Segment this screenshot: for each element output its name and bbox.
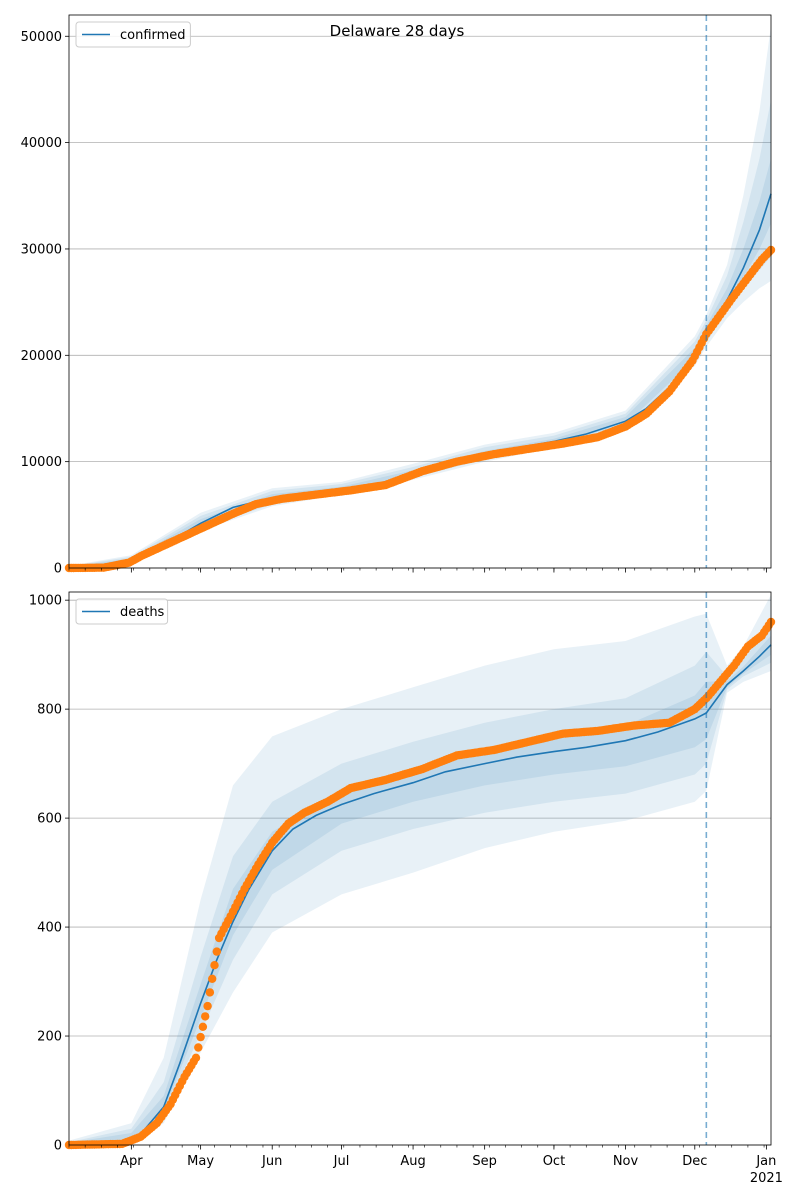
legend-label: confirmed bbox=[120, 28, 186, 43]
x-tick-label: Jun bbox=[261, 1154, 282, 1169]
y-tick-label: 10000 bbox=[21, 455, 62, 470]
legend-box bbox=[75, 21, 191, 48]
x-axis: Apr May Jun Jul Aug Sep Oct Nov Dec Jan 2021 bbox=[120, 1154, 783, 1186]
observed-point bbox=[201, 1012, 210, 1021]
y-tick-label: 800 bbox=[37, 703, 62, 718]
x-tick-label: Apr bbox=[120, 1154, 143, 1169]
model-line bbox=[68, 644, 772, 1146]
observed-point bbox=[210, 961, 219, 970]
confirmed-panel: 0 10000 20000 30000 40000 50000 confirmed bbox=[21, 14, 776, 577]
y-tick-label: 40000 bbox=[21, 136, 62, 151]
y-tick-label: 400 bbox=[37, 921, 62, 936]
x-tick-label: Dec bbox=[682, 1154, 707, 1169]
observed-point bbox=[208, 974, 217, 983]
y-tick-label: 20000 bbox=[21, 349, 62, 364]
x-tick-label: Aug bbox=[400, 1154, 425, 1169]
observed-point bbox=[212, 947, 221, 956]
x-tick-label: May bbox=[187, 1154, 214, 1169]
plot-frame bbox=[68, 14, 772, 569]
uncertainty-band bbox=[69, 622, 771, 1145]
y-tick-label: 600 bbox=[37, 812, 62, 827]
observed-point bbox=[203, 1001, 212, 1011]
x-tick-label: Nov bbox=[613, 1154, 639, 1169]
y-tick-label: 200 bbox=[37, 1030, 62, 1045]
y-tick-label: 0 bbox=[54, 1139, 62, 1154]
y-tick-label: 30000 bbox=[21, 242, 62, 257]
x-tick-label: Jan bbox=[755, 1154, 776, 1169]
figure-title: Delaware 28 days bbox=[330, 22, 465, 40]
uncertainty-band bbox=[69, 635, 771, 1145]
y-tick-label: 50000 bbox=[21, 30, 62, 45]
x-year-label: 2021 bbox=[750, 1171, 783, 1186]
deaths-panel: 0 200 400 600 800 1000 deaths bbox=[29, 591, 776, 1154]
legend: confirmed bbox=[75, 21, 191, 48]
observed-point bbox=[198, 1022, 208, 1031]
uncertainty-band bbox=[69, 25, 771, 569]
x-tick-label: Jul bbox=[333, 1154, 350, 1169]
legend-label: deaths bbox=[120, 605, 165, 620]
x-tick-label: Oct bbox=[543, 1154, 565, 1169]
x-tick-label: Sep bbox=[472, 1154, 497, 1169]
y-tick-label: 1000 bbox=[29, 594, 62, 609]
y-tick-label: 0 bbox=[54, 562, 62, 577]
observed-point bbox=[205, 988, 215, 997]
observed-point bbox=[191, 1053, 201, 1063]
observed-point bbox=[194, 1043, 203, 1052]
legend: deaths bbox=[75, 598, 169, 625]
plot-frame bbox=[68, 591, 772, 1146]
legend-box bbox=[75, 598, 169, 625]
observed-point bbox=[196, 1032, 205, 1042]
